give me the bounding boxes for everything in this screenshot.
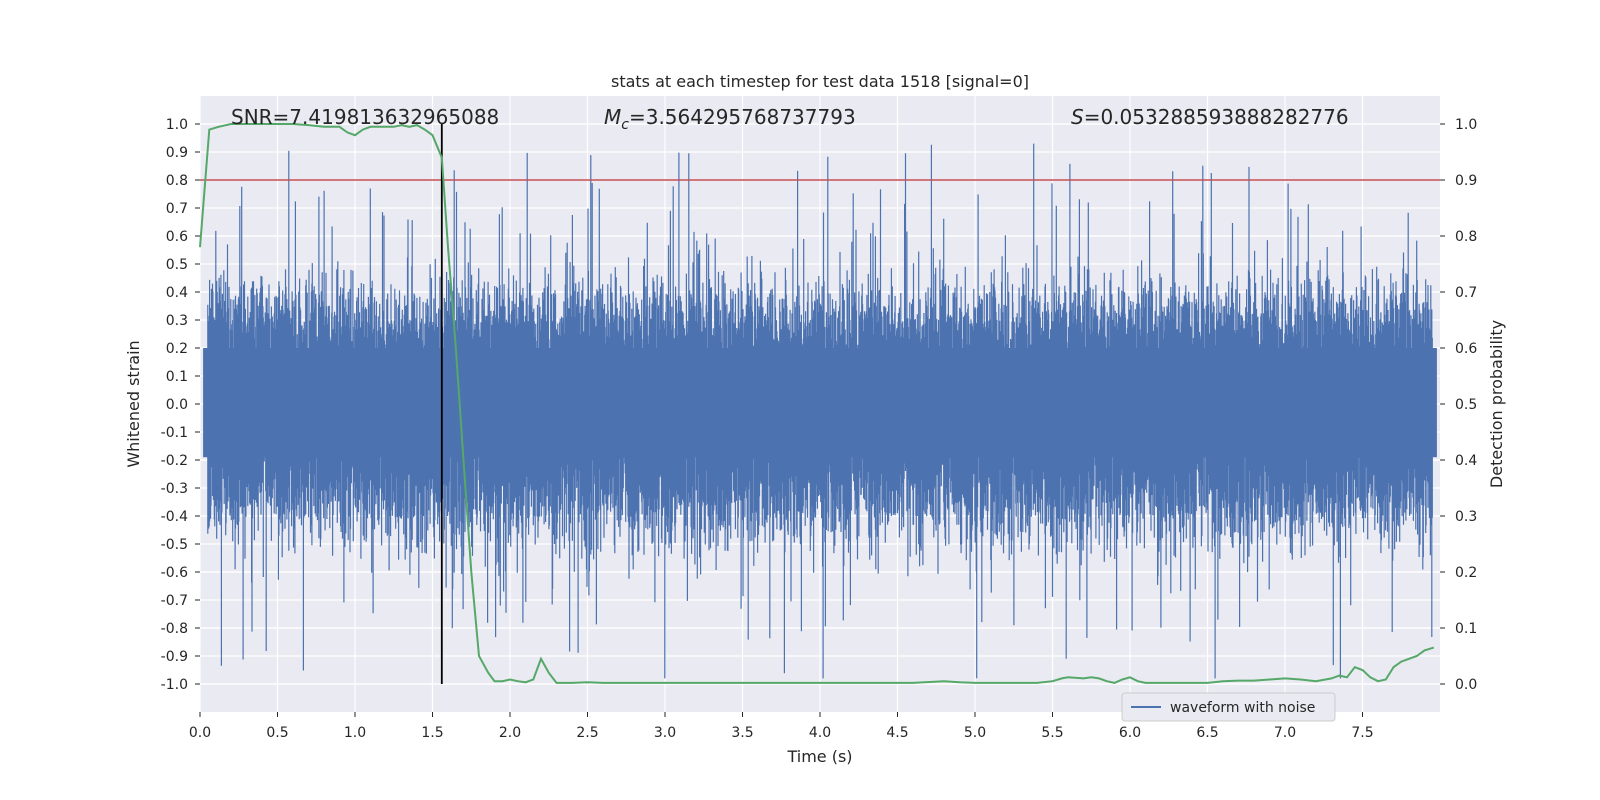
x-tick-label: 1.5 [421,725,443,741]
y-tick-label: 0.1 [166,369,188,385]
y2-tick-label: 0.1 [1455,621,1477,637]
y-tick-label: -0.8 [161,621,188,637]
y-tick-label: 0.5 [166,257,188,273]
y2-tick-label: 0.8 [1455,229,1477,245]
y-tick-label: -0.3 [161,481,188,497]
y-tick-label: -0.4 [161,509,188,525]
x-tick-label: 0.5 [266,725,288,741]
x-tick-label: 2.5 [576,725,598,741]
x-axis-label: Time (s) [786,747,852,766]
y2-tick-label: 0.3 [1455,509,1477,525]
y-tick-label: -0.1 [161,425,188,441]
x-tick-label: 7.0 [1274,725,1296,741]
y-tick-label: -0.5 [161,537,188,553]
x-tick-label: 6.0 [1119,725,1141,741]
y-tick-label: 0.4 [166,285,188,301]
x-tick-label: 3.0 [654,725,676,741]
x-tick-label: 0.0 [189,725,211,741]
y-tick-label: 0.7 [166,201,188,217]
y-tick-label: -0.6 [161,565,188,581]
legend-label: waveform with noise [1170,700,1315,716]
y-tick-label: -0.2 [161,453,188,469]
y-tick-label: 0.3 [166,313,188,329]
y-axis-label: Whitened strain [124,340,143,467]
y2-tick-label: 0.2 [1455,565,1477,581]
y2-axis-label: Detection probability [1487,320,1506,488]
y-tick-label: 0.0 [166,397,188,413]
y2-tick-label: 1.0 [1455,117,1477,133]
score-annotation: S=0.053288593888282776 [1071,105,1349,129]
x-tick-labels: 0.0 0.5 1.0 1.5 2.0 2.5 3.0 3.5 4.0 4.5 5.0 5.5 6.0 6… [189,712,1374,741]
x-tick-label: 2.0 [499,725,521,741]
y2-tick-labels: 1.0 0.9 0.8 0.7 0.6 0.5 0.4 0.3 0.2 0.1 0.0 [1440,117,1477,693]
waveform-series [203,143,1437,679]
y2-tick-label: 0.7 [1455,285,1477,301]
chirp-mass-annotation: Mc=3.564295768737793 [604,105,856,133]
x-tick-label: 4.5 [886,725,908,741]
y-tick-label: 0.8 [166,173,188,189]
y2-tick-label: 0.5 [1455,397,1477,413]
x-tick-label: 5.0 [964,725,986,741]
x-tick-label: 4.0 [809,725,831,741]
y-tick-label: -1.0 [161,677,188,693]
y2-tick-label: 0.9 [1455,173,1477,189]
x-tick-label: 1.0 [344,725,366,741]
x-tick-label: 6.5 [1196,725,1218,741]
y2-tick-label: 0.6 [1455,341,1477,357]
detection-probability-line [199,123,1435,684]
chart-title: stats at each timestep for test data 151… [611,72,1029,91]
waveform-trace [207,143,1433,679]
snr-annotation: SNR=7.419813632965088 [231,105,499,129]
y2-tick-label: 0.4 [1455,453,1477,469]
legend-box [1121,692,1336,722]
y-tick-label: -0.9 [161,649,188,665]
legend: waveform with noise [1121,692,1336,722]
y2-tick-label: 0.0 [1455,677,1477,693]
y-tick-label: 0.2 [166,341,188,357]
y-tick-labels: 1.0 0.9 0.8 0.7 0.6 0.5 0.4 0.3 0.2 0.1 0.0 -0.1 -0.… [161,117,200,693]
y-tick-label: 0.9 [166,145,188,161]
y-tick-label: 1.0 [166,117,188,133]
y-tick-label: -0.7 [161,593,188,609]
x-tick-label: 5.5 [1041,725,1063,741]
x-tick-label: 7.5 [1351,725,1373,741]
x-tick-label: 3.5 [731,725,753,741]
y-tick-label: 0.6 [166,229,188,245]
